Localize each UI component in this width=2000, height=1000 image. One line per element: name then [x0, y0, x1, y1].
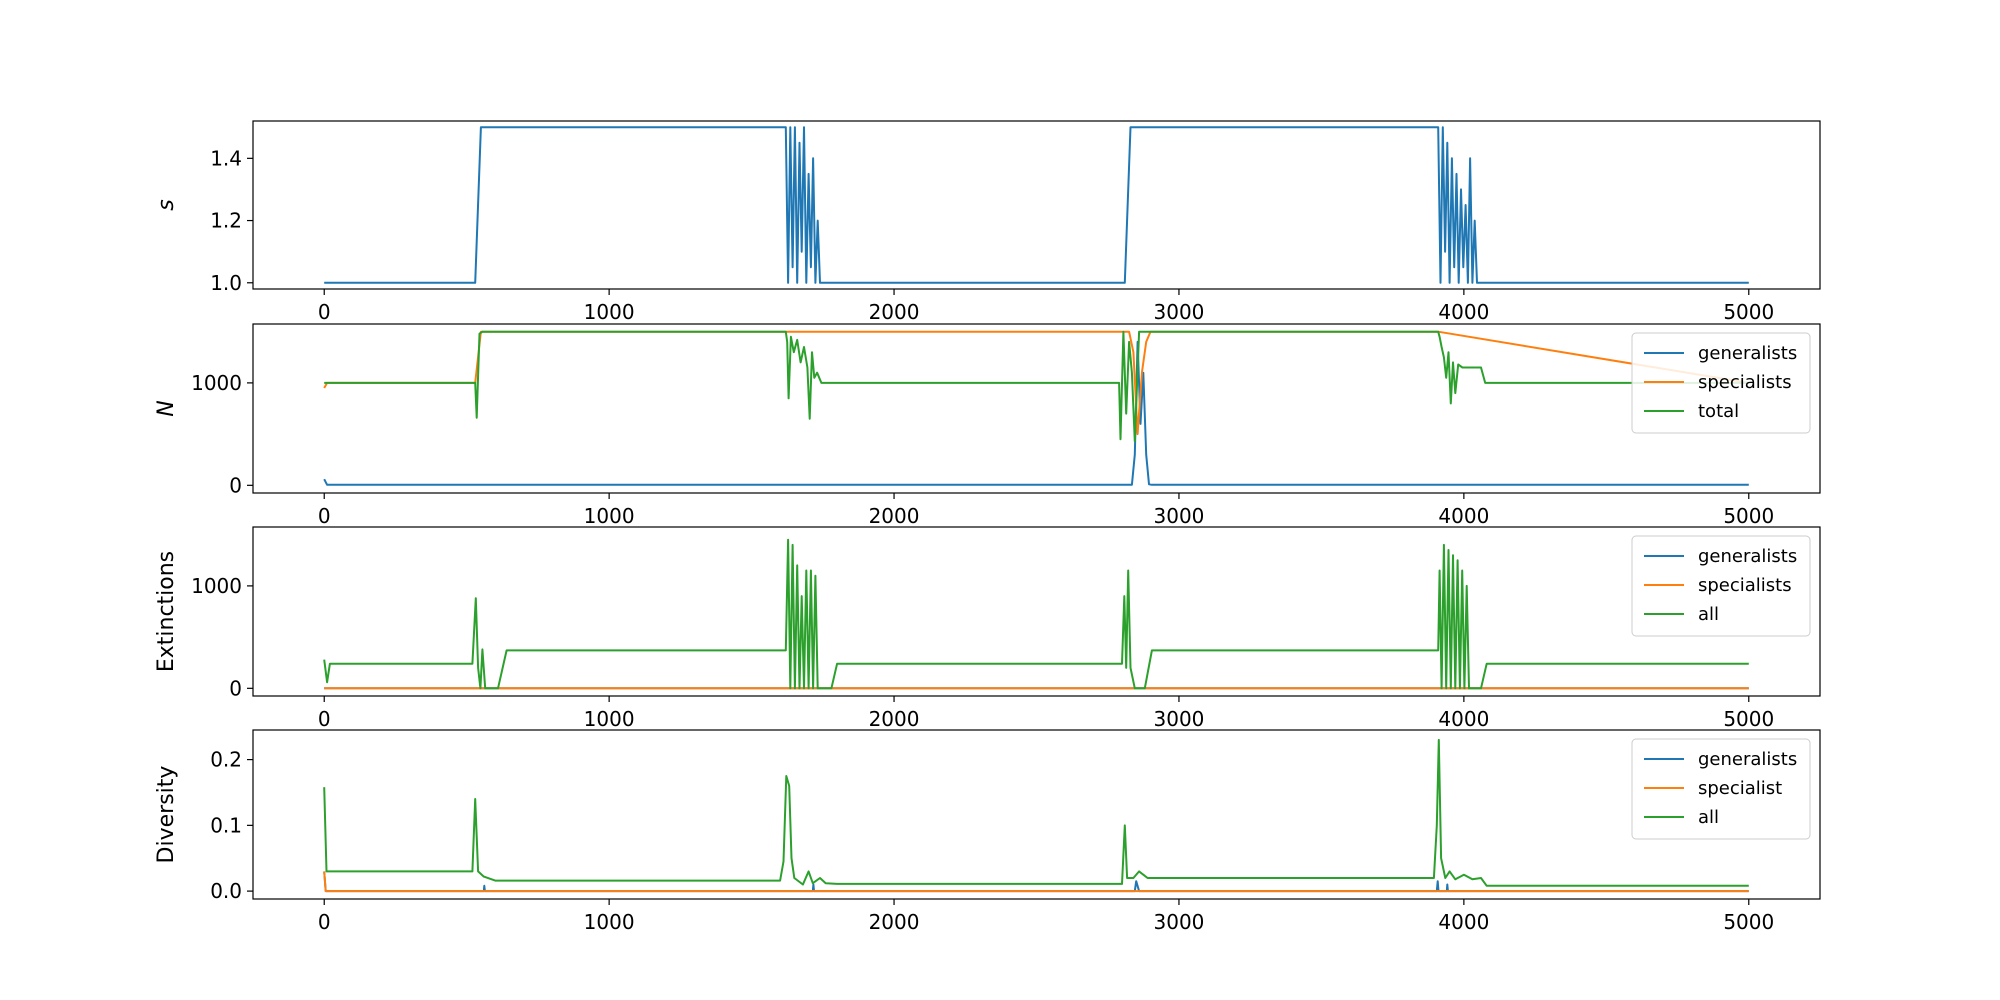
series-line-specialist — [323, 871, 1749, 893]
panel-diversity: 0 1000 2000 3000 4000 5000 0.0 0.1 0.2 Diversity g… — [154, 729, 1821, 934]
x-tick-label: 5000 — [1723, 300, 1774, 324]
axes-frame — [252, 729, 1821, 900]
series-line-generalists — [323, 340, 1749, 486]
axes-frame — [252, 323, 1821, 494]
legend-label: all — [1698, 807, 1719, 828]
legend-box — [1631, 332, 1811, 434]
legend: generalists specialists total — [1631, 332, 1811, 434]
legend-box — [1631, 535, 1811, 637]
x-tick-label: 1000 — [584, 504, 635, 528]
series-line-all — [323, 738, 1749, 887]
x-tick-label: 4000 — [1438, 300, 1489, 324]
y-axis-label: N — [154, 400, 179, 416]
x-tick-label: 0 — [318, 910, 331, 934]
x-tick-label: 3000 — [1154, 300, 1205, 324]
x-tick-label: 0 — [318, 504, 331, 528]
y-axis-label: s — [154, 199, 179, 210]
legend: generalists specialists all — [1631, 535, 1811, 637]
x-tick-label: 2000 — [869, 707, 920, 731]
x-tick-label: 3000 — [1154, 504, 1205, 528]
y-tick-label: 0 — [229, 473, 242, 497]
legend-label: specialists — [1698, 372, 1792, 393]
axes-frame — [252, 526, 1821, 697]
y-tick-label: 0.2 — [210, 748, 242, 772]
x-tick-label: 3000 — [1154, 707, 1205, 731]
x-tick-label: 5000 — [1723, 910, 1774, 934]
y-tick-label: 1.2 — [210, 209, 242, 233]
x-tick-label: 4000 — [1438, 910, 1489, 934]
y-tick-label: 1000 — [191, 371, 242, 395]
y-tick-label: 0.1 — [210, 813, 242, 837]
x-tick-label: 2000 — [869, 300, 920, 324]
series-line-generalists — [323, 871, 1749, 893]
series-line-0 — [324, 126, 1749, 284]
legend-label: generalists — [1698, 343, 1797, 364]
axes-frame — [252, 120, 1821, 290]
y-tick-label: 0 — [229, 676, 242, 700]
y-tick-label: 1.4 — [210, 146, 242, 170]
legend-box — [1631, 738, 1811, 840]
x-tick-label: 0 — [318, 300, 331, 324]
x-tick-label: 5000 — [1723, 504, 1774, 528]
y-axis-label: Diversity — [154, 766, 179, 864]
x-tick-label: 2000 — [869, 504, 920, 528]
series-group — [323, 330, 1749, 486]
x-tick-label: 1000 — [584, 910, 635, 934]
y-tick-label: 1.0 — [210, 271, 242, 295]
x-tick-label: 0 — [318, 707, 331, 731]
x-tick-label: 4000 — [1438, 707, 1489, 731]
legend-label: specialists — [1698, 575, 1792, 596]
panel-extinctions: 0 1000 2000 3000 4000 5000 0 1000 Extinctions gen… — [154, 526, 1821, 731]
panel-s: 0 1000 2000 3000 4000 5000 1.0 1.2 1.4 s — [154, 120, 1821, 324]
x-tick-label: 1000 — [584, 300, 635, 324]
x-tick-label: 2000 — [869, 910, 920, 934]
series-group — [323, 538, 1749, 690]
y-tick-label: 0.0 — [210, 879, 242, 903]
series-line-all — [323, 538, 1749, 690]
x-tick-label: 1000 — [584, 707, 635, 731]
legend-label: specialist — [1698, 778, 1782, 799]
y-axis-label: Extinctions — [154, 551, 179, 672]
series-group — [324, 126, 1749, 284]
x-tick-label: 4000 — [1438, 504, 1489, 528]
y-tick-label: 1000 — [191, 574, 242, 598]
legend: generalists specialist all — [1631, 738, 1811, 840]
series-group — [323, 738, 1749, 893]
legend-label: all — [1698, 604, 1719, 625]
x-tick-label: 5000 — [1723, 707, 1774, 731]
legend-label: generalists — [1698, 546, 1797, 567]
legend-label: total — [1698, 401, 1739, 422]
legend-label: generalists — [1698, 749, 1797, 770]
x-tick-label: 3000 — [1154, 910, 1205, 934]
series-line-total — [324, 330, 1749, 443]
